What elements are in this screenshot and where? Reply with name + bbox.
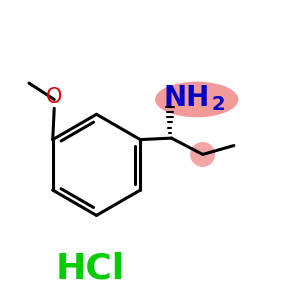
Ellipse shape [155,82,238,117]
Circle shape [190,142,215,167]
Text: O: O [46,87,62,107]
Text: 2: 2 [211,95,225,114]
Text: HCl: HCl [56,252,125,286]
Text: NH: NH [163,84,209,112]
